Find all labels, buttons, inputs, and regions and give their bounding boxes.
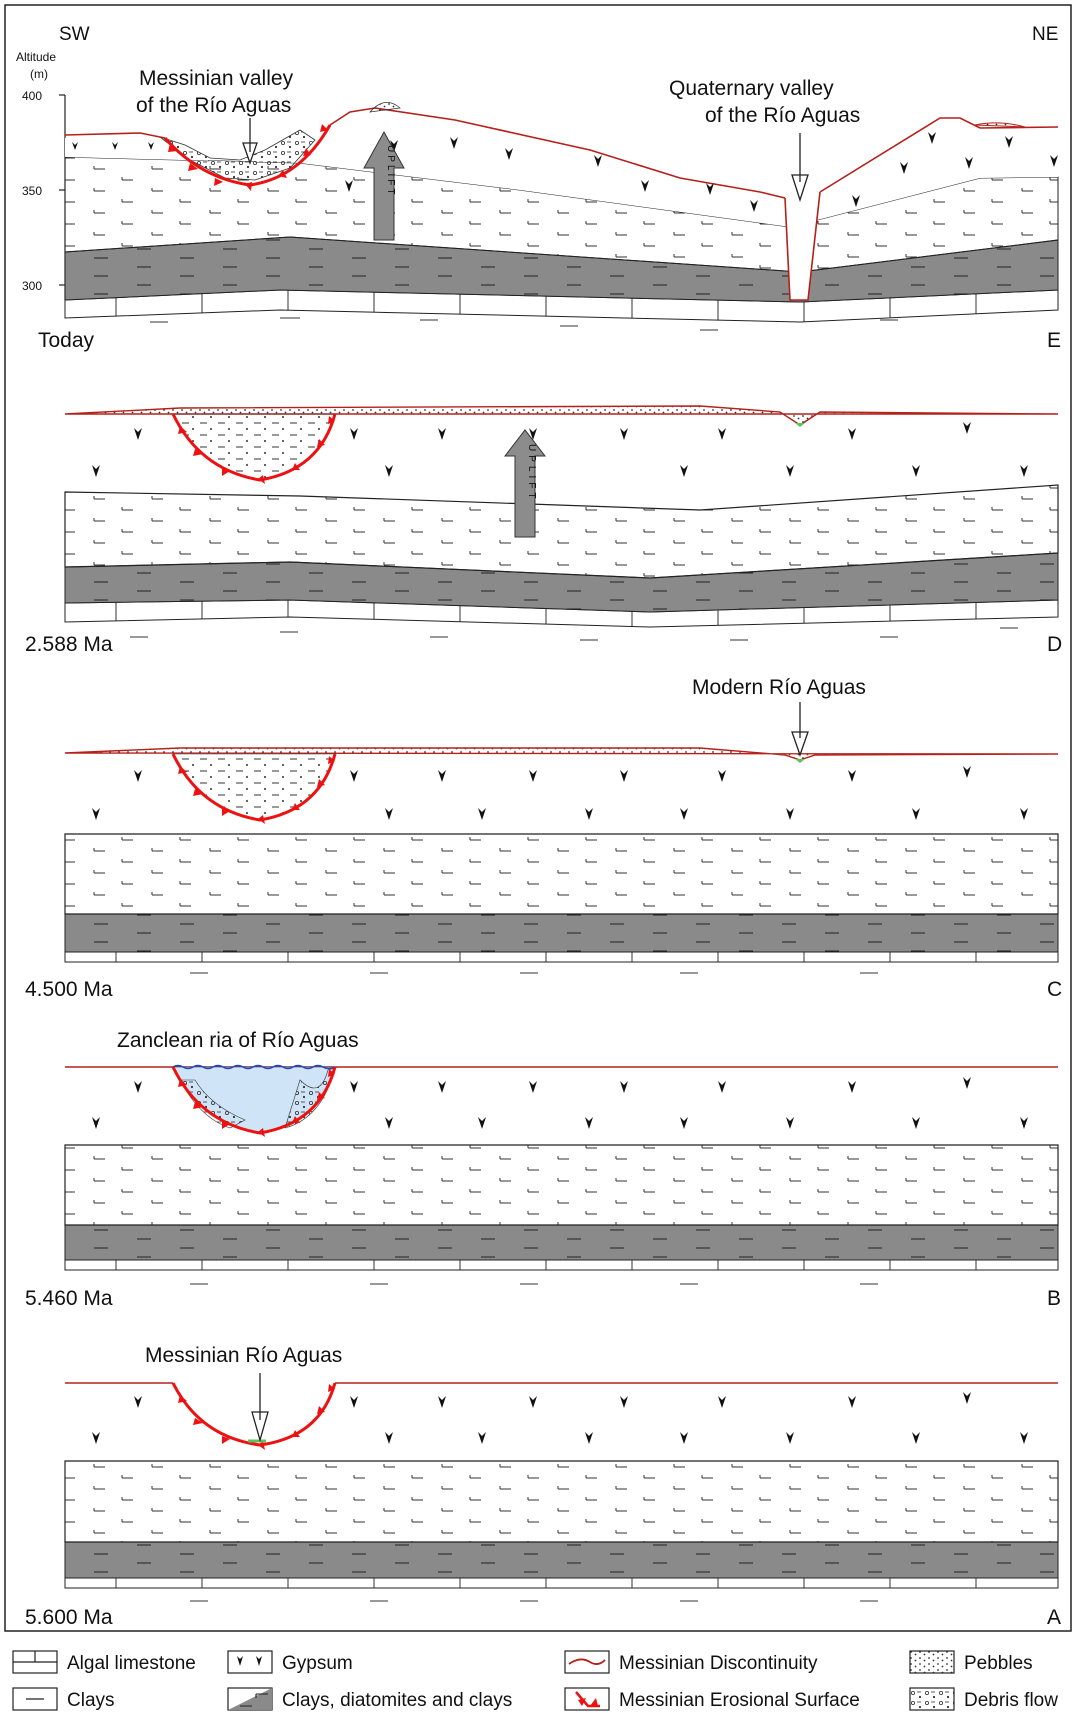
panel-d: UPLIFT 2.588 Ma D: [25, 405, 1062, 656]
messinian-valley-arrow: [242, 118, 258, 165]
erosional-triangles-d: [178, 416, 335, 484]
legend-label-debris-flow: Debris flow: [964, 1690, 1058, 1711]
clays-diatomites-texture-c: [65, 914, 1058, 952]
clays-base-line: [150, 317, 898, 331]
legend-item-gypsum: Gypsum: [227, 1650, 353, 1674]
panel-b: Zanclean ria of Río Aguas 5.460 Ma B: [25, 1029, 1061, 1310]
legend-label-clays-diatomites: Clays, diatomites and clays: [282, 1690, 512, 1711]
altitude-tick-400: 400: [22, 89, 42, 103]
legend-label-algal-limestone: Algal limestone: [67, 1653, 196, 1674]
messinian-valley-label-1: Messinian valley: [139, 67, 294, 90]
legend-item-clays-diatomites: Clays, diatomites and clays: [227, 1687, 512, 1711]
quaternary-valley-incision: [784, 191, 821, 301]
messinian-valley-label-2: of the Río Aguas: [136, 94, 291, 117]
quaternary-valley-arrow: [791, 133, 809, 203]
messinian-valley-fill: [159, 129, 316, 181]
river-d: [795, 423, 805, 427]
clays-diatomites-texture-a: [65, 1542, 1058, 1578]
debris-flow-swatch: [909, 1687, 955, 1711]
direction-ne: NE: [1032, 24, 1058, 45]
pebbles-swatch: [909, 1650, 955, 1674]
clays-layer-c: [64, 833, 1059, 915]
gypsum-swatch: [227, 1650, 273, 1674]
clays-diatomites-swatch-lines: [240, 1693, 268, 1707]
panel-letter-b: B: [1047, 1287, 1061, 1310]
river-c: [795, 759, 805, 763]
algal-limestone-swatch-lines: [13, 1651, 57, 1663]
messinian-rio-aguas-arrow: [251, 1373, 269, 1443]
uplift-arrow-d: [503, 429, 547, 538]
clays-base-line-d: [130, 627, 1018, 641]
clays-diatomites-texture-b: [65, 1225, 1058, 1260]
quaternary-valley-label-1: Quaternary valley: [669, 77, 834, 100]
legend-item-messinian-discontinuity: Messinian Discontinuity: [564, 1650, 818, 1674]
legend-label-pebbles: Pebbles: [964, 1653, 1033, 1674]
messinian-discontinuity-swatch: [564, 1650, 610, 1674]
quaternary-valley-label-2: of the Río Aguas: [705, 104, 860, 127]
algal-limestone-layer-c: [64, 951, 1059, 963]
panel-time-a: 5.600 Ma: [25, 1606, 113, 1629]
clays-layer-a: [64, 1460, 1059, 1543]
clays-layer-d: [64, 484, 1059, 579]
panel-a: Messinian Río Aguas 5.600 Ma A: [25, 1344, 1061, 1629]
legend-label-messinian-erosional-surface: Messinian Erosional Surface: [619, 1690, 860, 1711]
panel-time-d: 2.588 Ma: [25, 633, 113, 656]
legend-label-messinian-discontinuity: Messinian Discontinuity: [619, 1653, 818, 1674]
pebble-layer-d: [64, 405, 1059, 426]
panel-time-c: 4.500 Ma: [25, 978, 113, 1001]
direction-sw: SW: [59, 24, 90, 45]
legend-label-clays: Clays: [67, 1690, 115, 1711]
panel-time-b: 5.460 Ma: [25, 1287, 113, 1310]
clays-diatomites-texture-d: [65, 553, 1058, 612]
legend-item-debris-flow: Debris flow: [909, 1687, 1058, 1711]
pebble-remnant-ne: [974, 122, 1026, 128]
algal-limestone-layer-a: [64, 1577, 1059, 1589]
legend-item-clays: Clays: [12, 1687, 115, 1711]
gypsum-symbols-a: [92, 1392, 1028, 1444]
clays-layer-b: [64, 1144, 1059, 1226]
panel-letter-a: A: [1047, 1606, 1061, 1629]
legend-item-algal-limestone: Algal limestone: [12, 1650, 196, 1674]
panel-letter-e: E: [1047, 329, 1061, 352]
messinian-erosional-surface-swatch-triangles: [578, 1698, 598, 1706]
altitude-axis-label: Altitude: [16, 50, 56, 64]
zanclean-ria-label: Zanclean ria of Río Aguas: [117, 1029, 359, 1052]
uplift-label-e: UPLIFT: [385, 145, 396, 197]
legend: Algal limestone Gypsum Messinian Discont…: [12, 1650, 1058, 1711]
modern-rio-aguas-label: Modern Río Aguas: [692, 676, 866, 699]
pebble-remnant: [368, 102, 401, 113]
modern-rio-aguas-arrow: [791, 702, 809, 757]
legend-label-gypsum: Gypsum: [282, 1653, 353, 1674]
erosional-triangles-a: [178, 1384, 335, 1450]
erosional-triangles-c: [178, 756, 335, 824]
altitude-tick-350: 350: [22, 184, 42, 198]
uplift-label-d: UPLIFT: [526, 444, 537, 502]
panel-letter-c: C: [1047, 978, 1062, 1001]
uplift-arrow-e: [363, 130, 405, 241]
algal-limestone-layer-b: [64, 1259, 1059, 1271]
panel-time-e: Today: [38, 329, 95, 352]
messinian-discontinuity-e: [64, 107, 1059, 199]
figure-frame: [4, 4, 1072, 1632]
panel-letter-d: D: [1047, 633, 1062, 656]
ria-water-surface-b: [172, 1064, 336, 1070]
erosional-triangles-b: [178, 1069, 335, 1137]
legend-item-messinian-erosional-surface: Messinian Erosional Surface: [564, 1687, 860, 1711]
altitude-tick-300: 300: [22, 279, 42, 293]
pebble-layer-c: [64, 747, 1059, 761]
panel-e: Altitude (m) 400 350 300 UPLIFT: [16, 50, 1061, 352]
panel-c: Modern Río Aguas 4.500 Ma C: [25, 676, 1062, 1001]
legend-item-pebbles: Pebbles: [909, 1650, 1033, 1674]
altitude-axis-unit: (m): [30, 67, 48, 81]
messinian-discontinuity-swatch-line: [568, 1658, 606, 1665]
messinian-rio-aguas-label: Messinian Río Aguas: [145, 1344, 342, 1367]
